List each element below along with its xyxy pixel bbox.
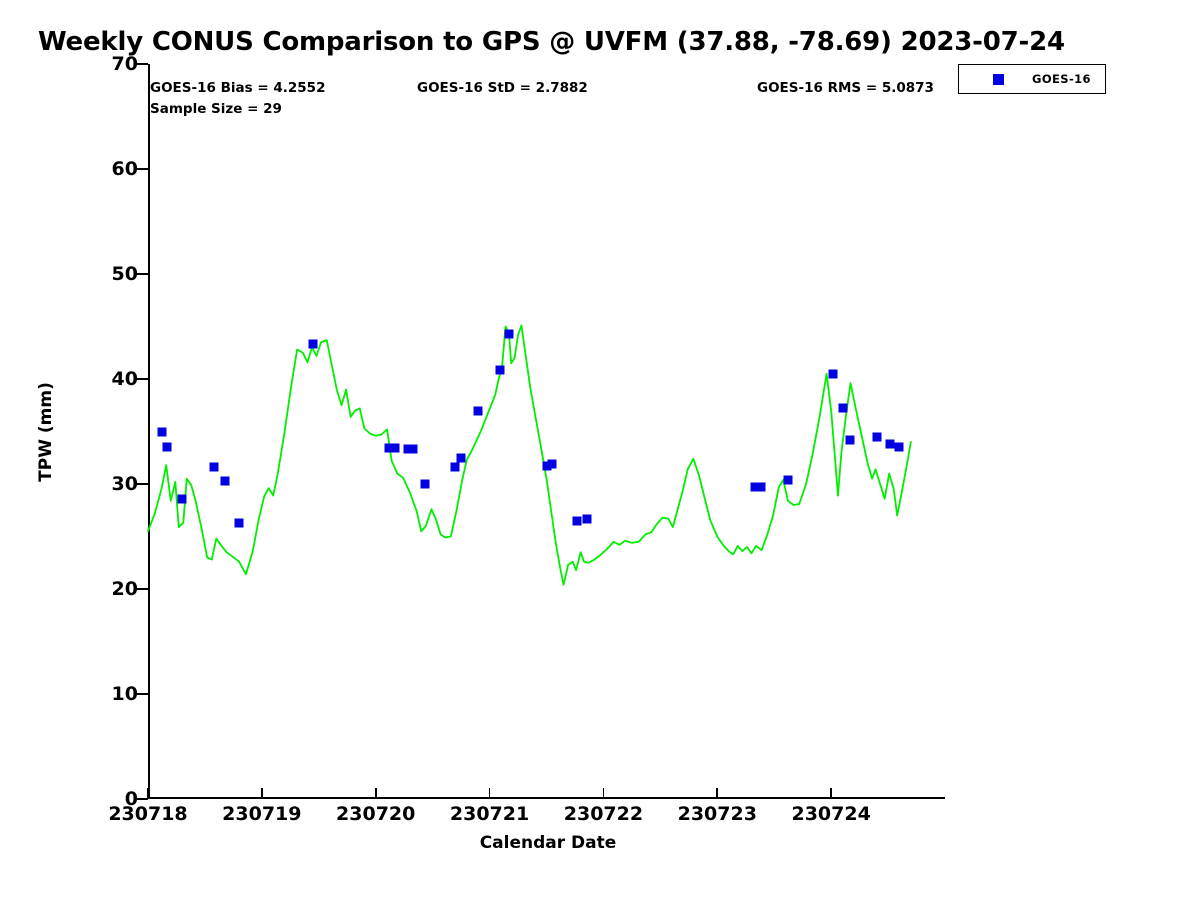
x-axis-tick-label: 230722 <box>563 803 644 825</box>
data-point-marker <box>220 476 230 486</box>
data-point-marker <box>894 442 904 452</box>
x-axis-tick-label: 230721 <box>449 803 530 825</box>
data-point-marker <box>420 479 430 489</box>
data-point-marker <box>390 443 400 453</box>
data-point-marker <box>209 462 219 472</box>
data-point-marker <box>845 435 855 445</box>
data-point-marker <box>403 444 413 454</box>
stat-rms: GOES-16 RMS = 5.0873 <box>757 80 934 96</box>
data-point-marker <box>828 369 838 379</box>
legend: GOES-16 <box>958 64 1106 94</box>
data-point-marker <box>885 439 895 449</box>
y-axis-tick <box>137 168 148 170</box>
y-axis-tick <box>137 378 148 380</box>
stat-bias: GOES-16 Bias = 4.2552 <box>150 80 326 96</box>
data-point-marker <box>408 444 418 454</box>
x-axis-tick-label: 230724 <box>791 803 871 825</box>
data-point-marker <box>542 461 551 471</box>
data-point-marker <box>547 459 557 469</box>
data-point-marker <box>582 514 592 524</box>
x-axis-tick <box>830 788 832 799</box>
y-axis-tick-label: 40 <box>111 368 138 390</box>
plot-area <box>137 63 945 800</box>
x-axis-tick <box>374 788 377 799</box>
stat-std: GOES-16 StD = 2.7882 <box>417 80 588 96</box>
data-point-marker <box>756 482 766 492</box>
y-axis-tick-labels: 0 10 20 30 40 50 60 70 <box>0 53 138 810</box>
legend-label-goes16: GOES-16 <box>1032 72 1091 86</box>
x-axis-line <box>148 797 945 799</box>
data-point-marker <box>308 339 318 349</box>
data-point-marker <box>234 518 244 528</box>
data-point-marker <box>872 432 882 442</box>
data-point-marker <box>750 482 760 492</box>
data-point-marker <box>177 494 187 504</box>
legend-swatch-goes16-icon <box>993 73 1004 85</box>
y-axis-tick <box>137 483 148 485</box>
y-axis-title-wrapper: TPW (mm) <box>36 64 94 799</box>
y-axis-tick-label: 30 <box>111 473 138 495</box>
data-point-marker <box>473 406 483 415</box>
data-point-marker <box>572 516 582 526</box>
x-axis-tick <box>602 788 605 799</box>
y-axis-tick <box>137 693 148 695</box>
data-point-marker <box>162 442 172 452</box>
x-axis-tick <box>261 788 263 799</box>
x-axis-tick-label: 230723 <box>677 803 757 825</box>
y-axis-tick-label: 60 <box>111 158 138 180</box>
x-axis-tick-label: 230719 <box>222 803 302 825</box>
data-point-marker <box>450 462 460 472</box>
x-axis-tick <box>147 788 149 799</box>
data-point-marker <box>495 365 505 375</box>
x-axis-tick-label: 230718 <box>108 803 188 825</box>
y-axis-tick-label: 20 <box>111 578 138 600</box>
y-axis-line <box>148 64 150 799</box>
x-axis-tick-labels: 230718 230719 230720 230721 230722 230723 2307… <box>108 803 948 829</box>
data-point-marker <box>504 329 514 339</box>
x-axis-tick-label: 230720 <box>336 803 416 825</box>
y-axis-tick-label: 0 <box>124 788 138 810</box>
y-axis-tick <box>137 63 148 65</box>
data-point-marker <box>456 453 466 463</box>
y-axis-title: TPW (mm) <box>36 381 56 482</box>
data-point-marker <box>838 403 848 413</box>
y-axis-tick <box>137 273 148 275</box>
series-line-gps <box>147 324 912 586</box>
x-axis-tick <box>488 788 491 799</box>
y-axis-tick <box>137 798 148 800</box>
data-point-marker <box>384 443 394 453</box>
x-axis-tick <box>716 788 719 799</box>
y-axis-tick-label: 10 <box>111 683 138 705</box>
y-axis-tick-label: 70 <box>111 53 138 75</box>
x-axis-title: Calendar Date <box>479 833 617 853</box>
data-point-marker <box>157 427 167 436</box>
page-title: Weekly CONUS Comparison to GPS @ UVFM (3… <box>38 27 1065 57</box>
y-axis-tick <box>137 588 148 590</box>
y-axis-tick-label: 50 <box>111 263 138 285</box>
data-point-marker <box>783 475 793 485</box>
stat-sample-size: Sample Size = 29 <box>150 101 282 117</box>
